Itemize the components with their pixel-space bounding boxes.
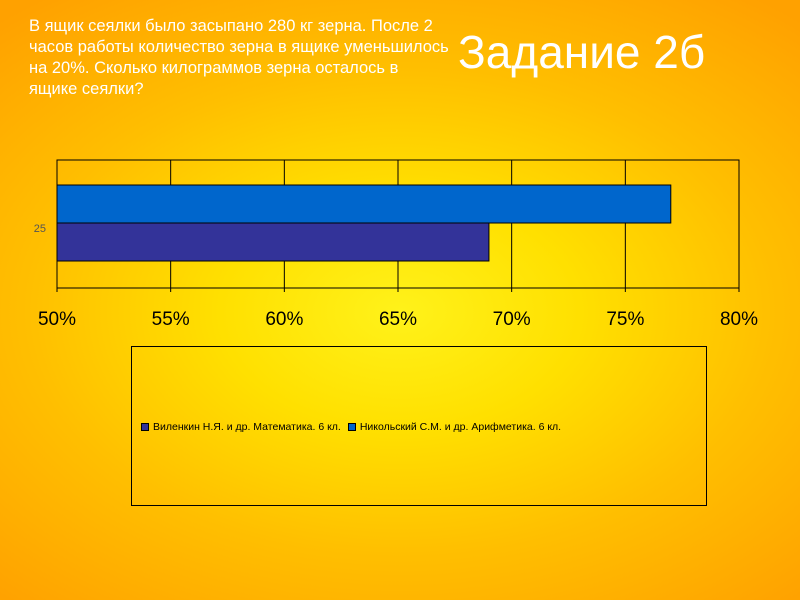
- bar-series-2: [56, 184, 672, 224]
- x-tick-label: 70%: [493, 309, 531, 330]
- question-text: В ящик сеялки было засыпано 280 кг зерна…: [29, 17, 449, 98]
- x-tick-label: 50%: [38, 309, 76, 330]
- legend-label-series-2: Никольский С.М. и др. Арифметика. 6 кл.: [359, 421, 562, 433]
- bar-series-1: [56, 222, 490, 262]
- legend-item-series-2: Никольский С.М. и др. Арифметика. 6 кл.: [347, 421, 562, 433]
- x-tick-label: 75%: [606, 309, 644, 330]
- bar-chart: 50% 55% 60% 65% 70% 75% 80% 25: [34, 159, 758, 330]
- slide-title: Задание 2б: [458, 26, 706, 78]
- legend-label-series-1: Виленкин Н.Я. и др. Математика. 6 кл.: [153, 421, 341, 433]
- x-tick-label: 80%: [720, 309, 758, 330]
- x-tick-label: 65%: [379, 309, 417, 330]
- y-tick-label: 25: [34, 223, 46, 235]
- x-tick-label: 55%: [152, 309, 190, 330]
- legend-item-series-1: Виленкин Н.Я. и др. Математика. 6 кл.: [141, 421, 341, 433]
- legend-swatch-series-1: [141, 423, 149, 431]
- legend-swatch-series-2: [347, 423, 356, 431]
- x-tick-label: 60%: [265, 309, 303, 330]
- chart-legend: Виленкин Н.Я. и др. Математика. 6 кл. Ни…: [131, 346, 707, 506]
